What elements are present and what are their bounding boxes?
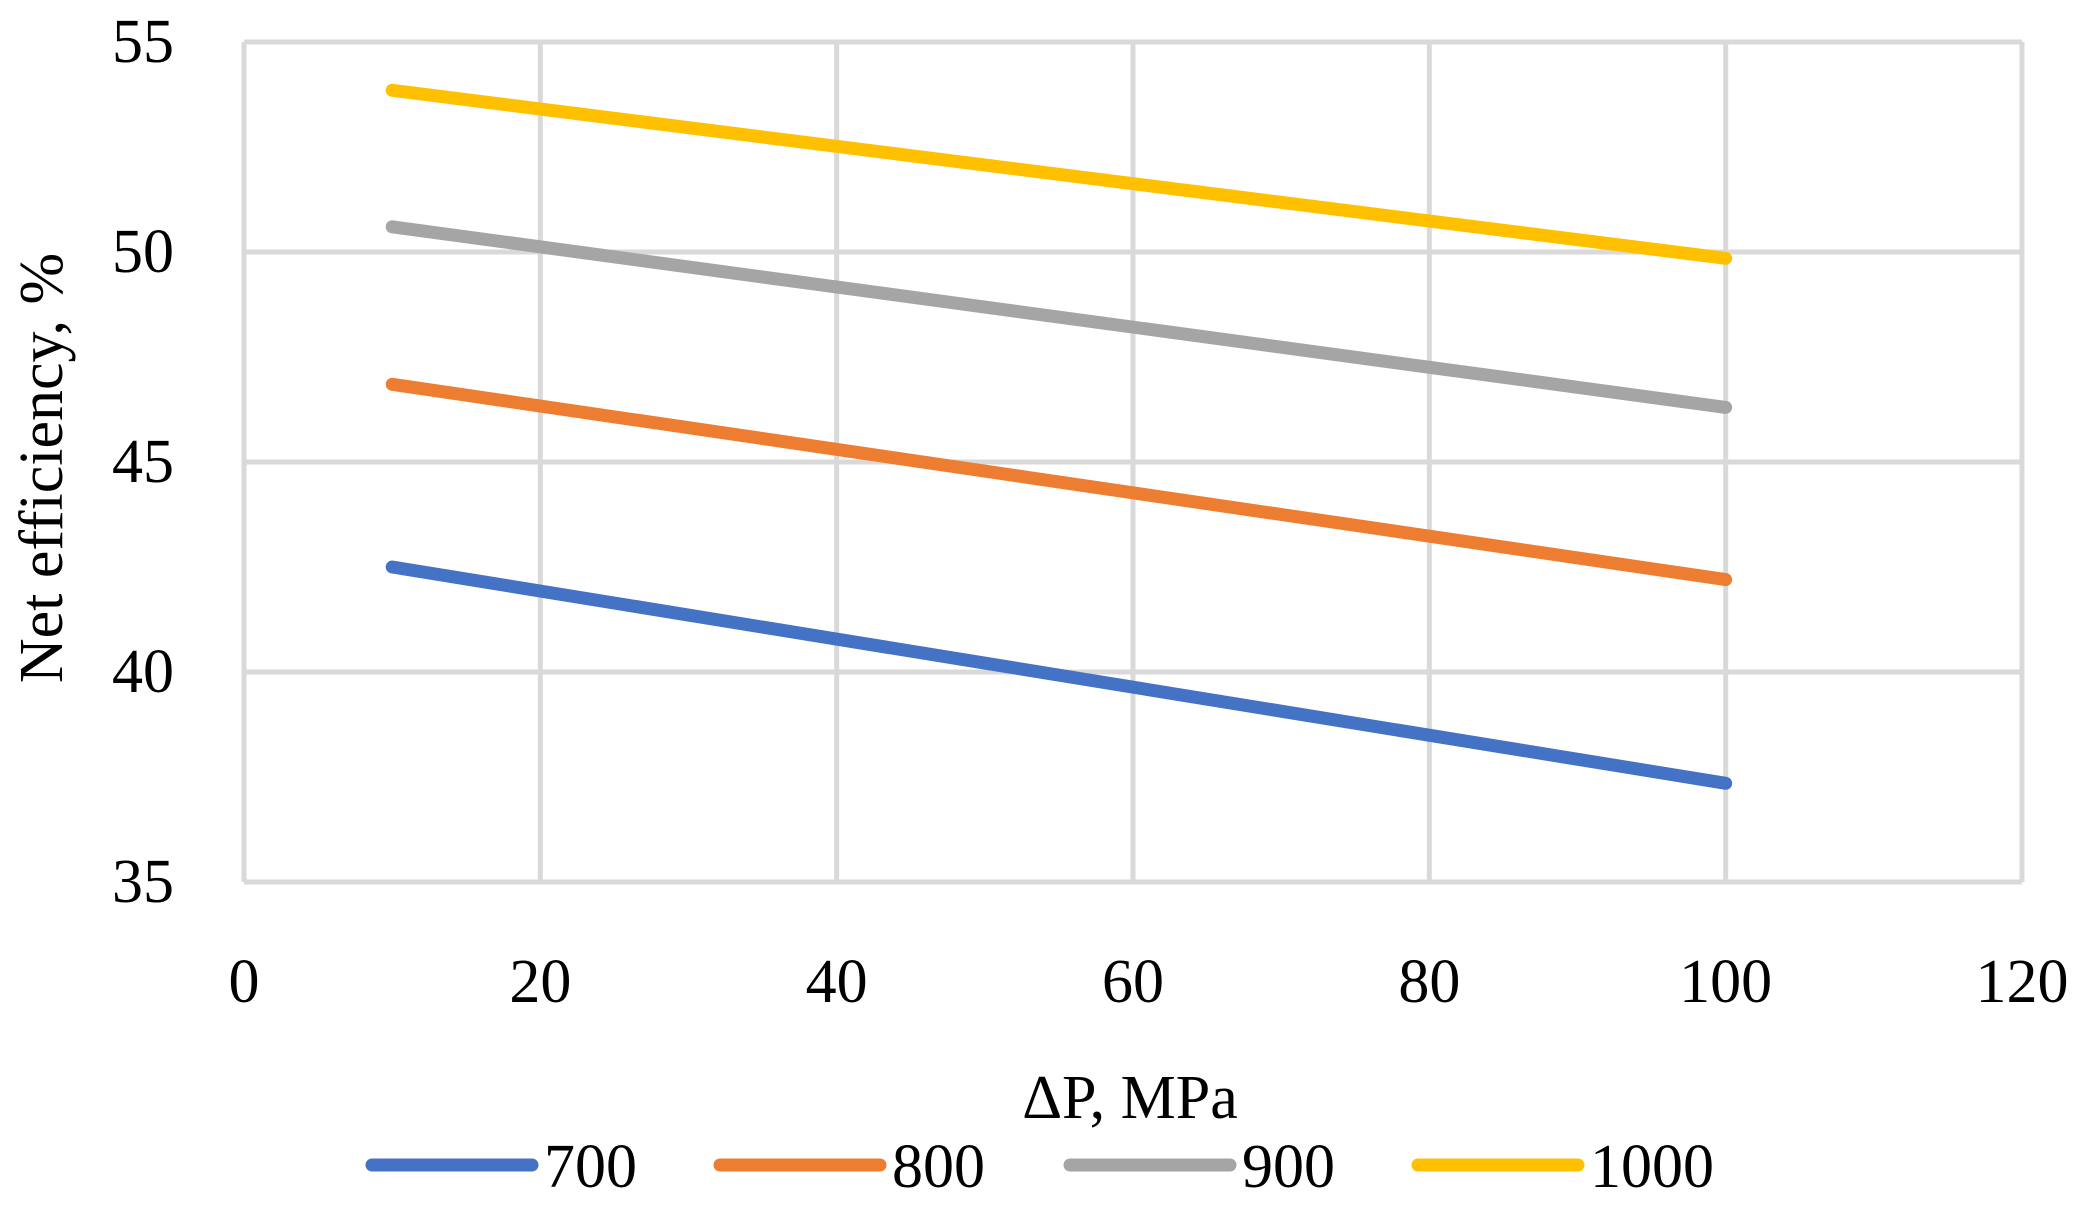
- x-axis-title: ΔP, MPa: [1022, 1064, 1238, 1132]
- x-tick-label: 80: [1398, 948, 1460, 1016]
- y-axis-title: Net efficiency, %: [8, 253, 76, 683]
- legend-label-700: 700: [544, 1133, 637, 1201]
- legend: 700 800 900 1000: [365, 1133, 1714, 1201]
- legend-label-800: 800: [892, 1133, 985, 1201]
- x-tick-label: 100: [1679, 948, 1772, 1016]
- y-tick-label: 55: [112, 8, 174, 76]
- x-axis-ticks: 0 20 40 60 80 100 120: [229, 948, 2069, 1016]
- series-line-900: [385, 220, 1733, 414]
- x-tick-label: 120: [1976, 948, 2069, 1016]
- legend-label-900: 900: [1242, 1133, 1335, 1201]
- x-tick-label: 40: [806, 948, 868, 1016]
- series-line-800: [385, 377, 1733, 587]
- y-tick-label: 45: [112, 428, 174, 496]
- x-tick-label: 20: [509, 948, 571, 1016]
- y-tick-label: 40: [112, 638, 174, 706]
- y-tick-label: 35: [112, 848, 174, 916]
- x-tick-label: 60: [1102, 948, 1164, 1016]
- series-line-1000: [385, 83, 1733, 265]
- y-axis-ticks: 35 40 45 50 55: [112, 8, 174, 916]
- grid: [241, 39, 2025, 885]
- series-line-700: [385, 560, 1733, 790]
- y-tick-label: 50: [112, 218, 174, 286]
- series-lines: [385, 83, 1733, 790]
- x-tick-label: 0: [229, 948, 260, 1016]
- legend-label-1000: 1000: [1590, 1133, 1714, 1201]
